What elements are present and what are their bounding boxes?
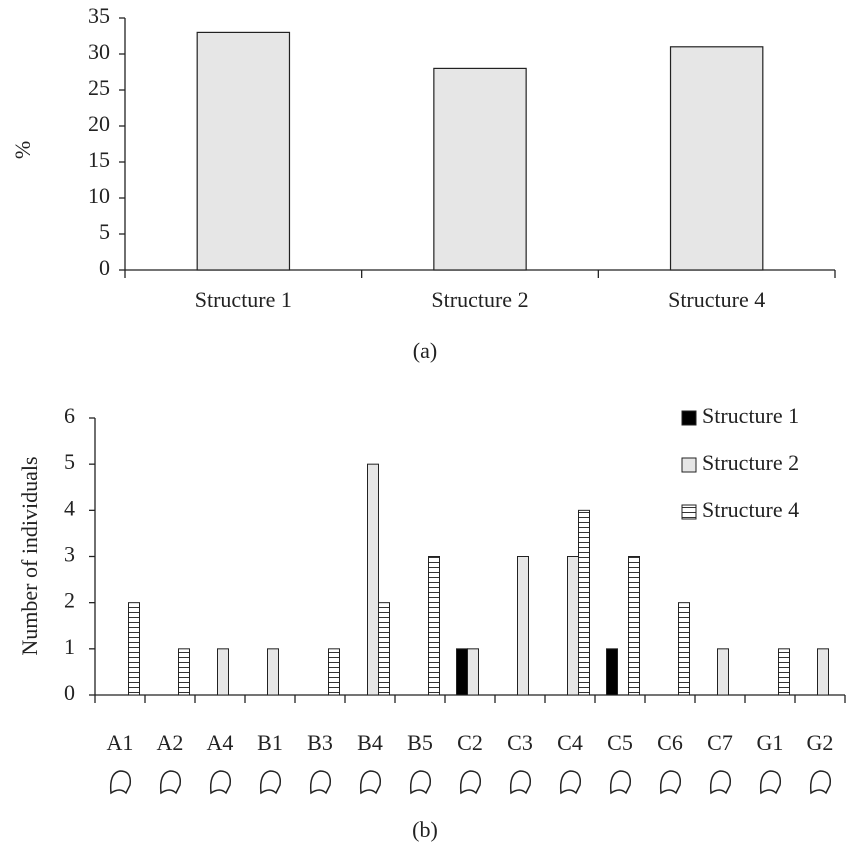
shape-icon (459, 770, 482, 795)
x-tick-label: G2 (807, 730, 834, 755)
bar (717, 648, 729, 696)
y-tick-label: 6 (64, 403, 75, 428)
shape-icon (709, 770, 732, 795)
y-tick-label: 1 (64, 634, 75, 659)
legend-swatch (681, 504, 697, 520)
x-tick-label: G1 (757, 730, 784, 755)
shape-icon (309, 770, 332, 795)
x-tick-label: B5 (407, 730, 433, 755)
bar (328, 648, 340, 696)
legend-label: Structure 2 (702, 450, 799, 475)
bar (178, 648, 190, 696)
bar (669, 46, 764, 271)
y-tick-label: 2 (64, 588, 75, 613)
x-tick-label: C4 (557, 730, 583, 755)
legend-label: Structure 1 (702, 403, 799, 428)
bar (467, 648, 479, 696)
x-tick-label: A2 (157, 730, 184, 755)
legend-swatch (681, 457, 697, 473)
x-tick-label: B4 (357, 730, 383, 755)
bar (567, 556, 579, 696)
y-tick-label: 20 (88, 111, 110, 136)
bar (678, 602, 690, 696)
shape-icon (259, 770, 282, 795)
shape-icon (109, 770, 132, 795)
x-tick-label: A1 (107, 730, 134, 755)
x-tick-label: Structure 1 (195, 287, 292, 312)
bar (628, 556, 640, 696)
bar (606, 648, 618, 696)
x-tick-label: Structure 4 (668, 287, 765, 312)
shape-icon (509, 770, 532, 795)
x-tick-label: B1 (257, 730, 283, 755)
shape-icon (659, 770, 682, 795)
bar (196, 31, 291, 271)
shape-icon (209, 770, 232, 795)
bar (367, 463, 379, 696)
bar (578, 509, 590, 696)
bar (456, 648, 468, 696)
bar (517, 556, 529, 696)
caption: (b) (412, 817, 438, 842)
x-tick-label: C7 (707, 730, 733, 755)
y-axis-label: Number of individuals (17, 456, 42, 655)
bar (817, 648, 829, 696)
shape-icon (809, 770, 832, 795)
caption: (a) (413, 338, 437, 363)
y-tick-label: 0 (64, 680, 75, 705)
bar (778, 648, 790, 696)
bar (128, 602, 140, 696)
y-tick-label: 30 (88, 39, 110, 64)
x-tick-label: C2 (457, 730, 483, 755)
y-tick-label: 10 (88, 183, 110, 208)
y-tick-label: 0 (99, 255, 110, 280)
y-tick-label: 15 (88, 147, 110, 172)
shape-icon (359, 770, 382, 795)
y-axis-label: % (10, 141, 35, 159)
shape-icon (559, 770, 582, 795)
x-tick-label: C6 (657, 730, 683, 755)
shape-icon (759, 770, 782, 795)
x-tick-label: A4 (207, 730, 234, 755)
bar (217, 648, 229, 696)
y-tick-label: 5 (99, 219, 110, 244)
shape-icon (409, 770, 432, 795)
x-tick-label: C5 (607, 730, 633, 755)
bar (428, 556, 440, 696)
legend-swatch (681, 410, 697, 426)
y-tick-label: 3 (64, 542, 75, 567)
legend-label: Structure 4 (702, 497, 799, 522)
x-tick-label: C3 (507, 730, 533, 755)
y-tick-label: 5 (64, 449, 75, 474)
x-tick-label: B3 (307, 730, 333, 755)
bar (267, 648, 279, 696)
y-tick-label: 35 (88, 3, 110, 28)
bar (378, 602, 390, 696)
bar (433, 67, 527, 271)
shape-icon (609, 770, 632, 795)
y-tick-label: 4 (64, 495, 75, 520)
shape-icon (159, 770, 182, 795)
y-tick-label: 25 (88, 75, 110, 100)
x-tick-label: Structure 2 (431, 287, 528, 312)
